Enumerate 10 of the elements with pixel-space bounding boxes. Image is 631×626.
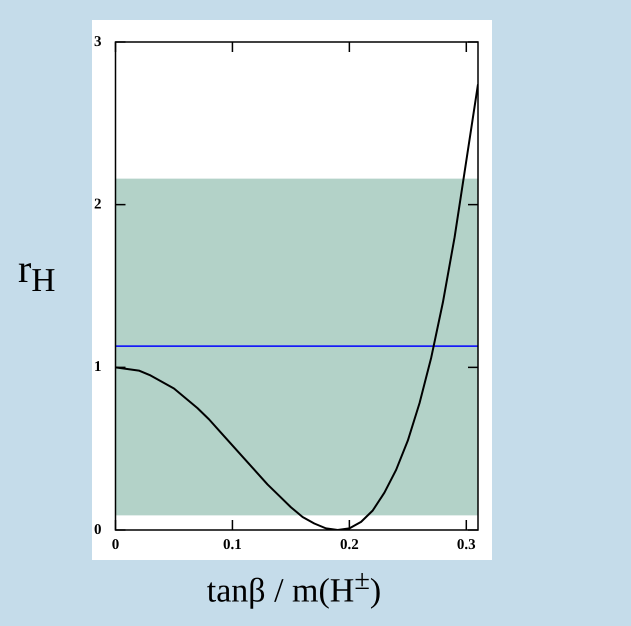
x-tick-label: 0.2 [340, 536, 359, 553]
y-axis-title: r$_{H}$ [18, 245, 56, 300]
x-axis-title: tanβ / m(H$^{±}$) [206, 565, 382, 610]
y-tick-label: 3 [94, 34, 102, 50]
x-tick-label: 0.3 [456, 536, 476, 553]
x-tick-label: 0 [112, 536, 120, 553]
x-tick-label: 0.1 [223, 536, 242, 553]
y-tick-label: 2 [94, 196, 102, 213]
y-tick-label: 0 [94, 522, 102, 538]
y-tick-label: 1 [94, 359, 102, 376]
